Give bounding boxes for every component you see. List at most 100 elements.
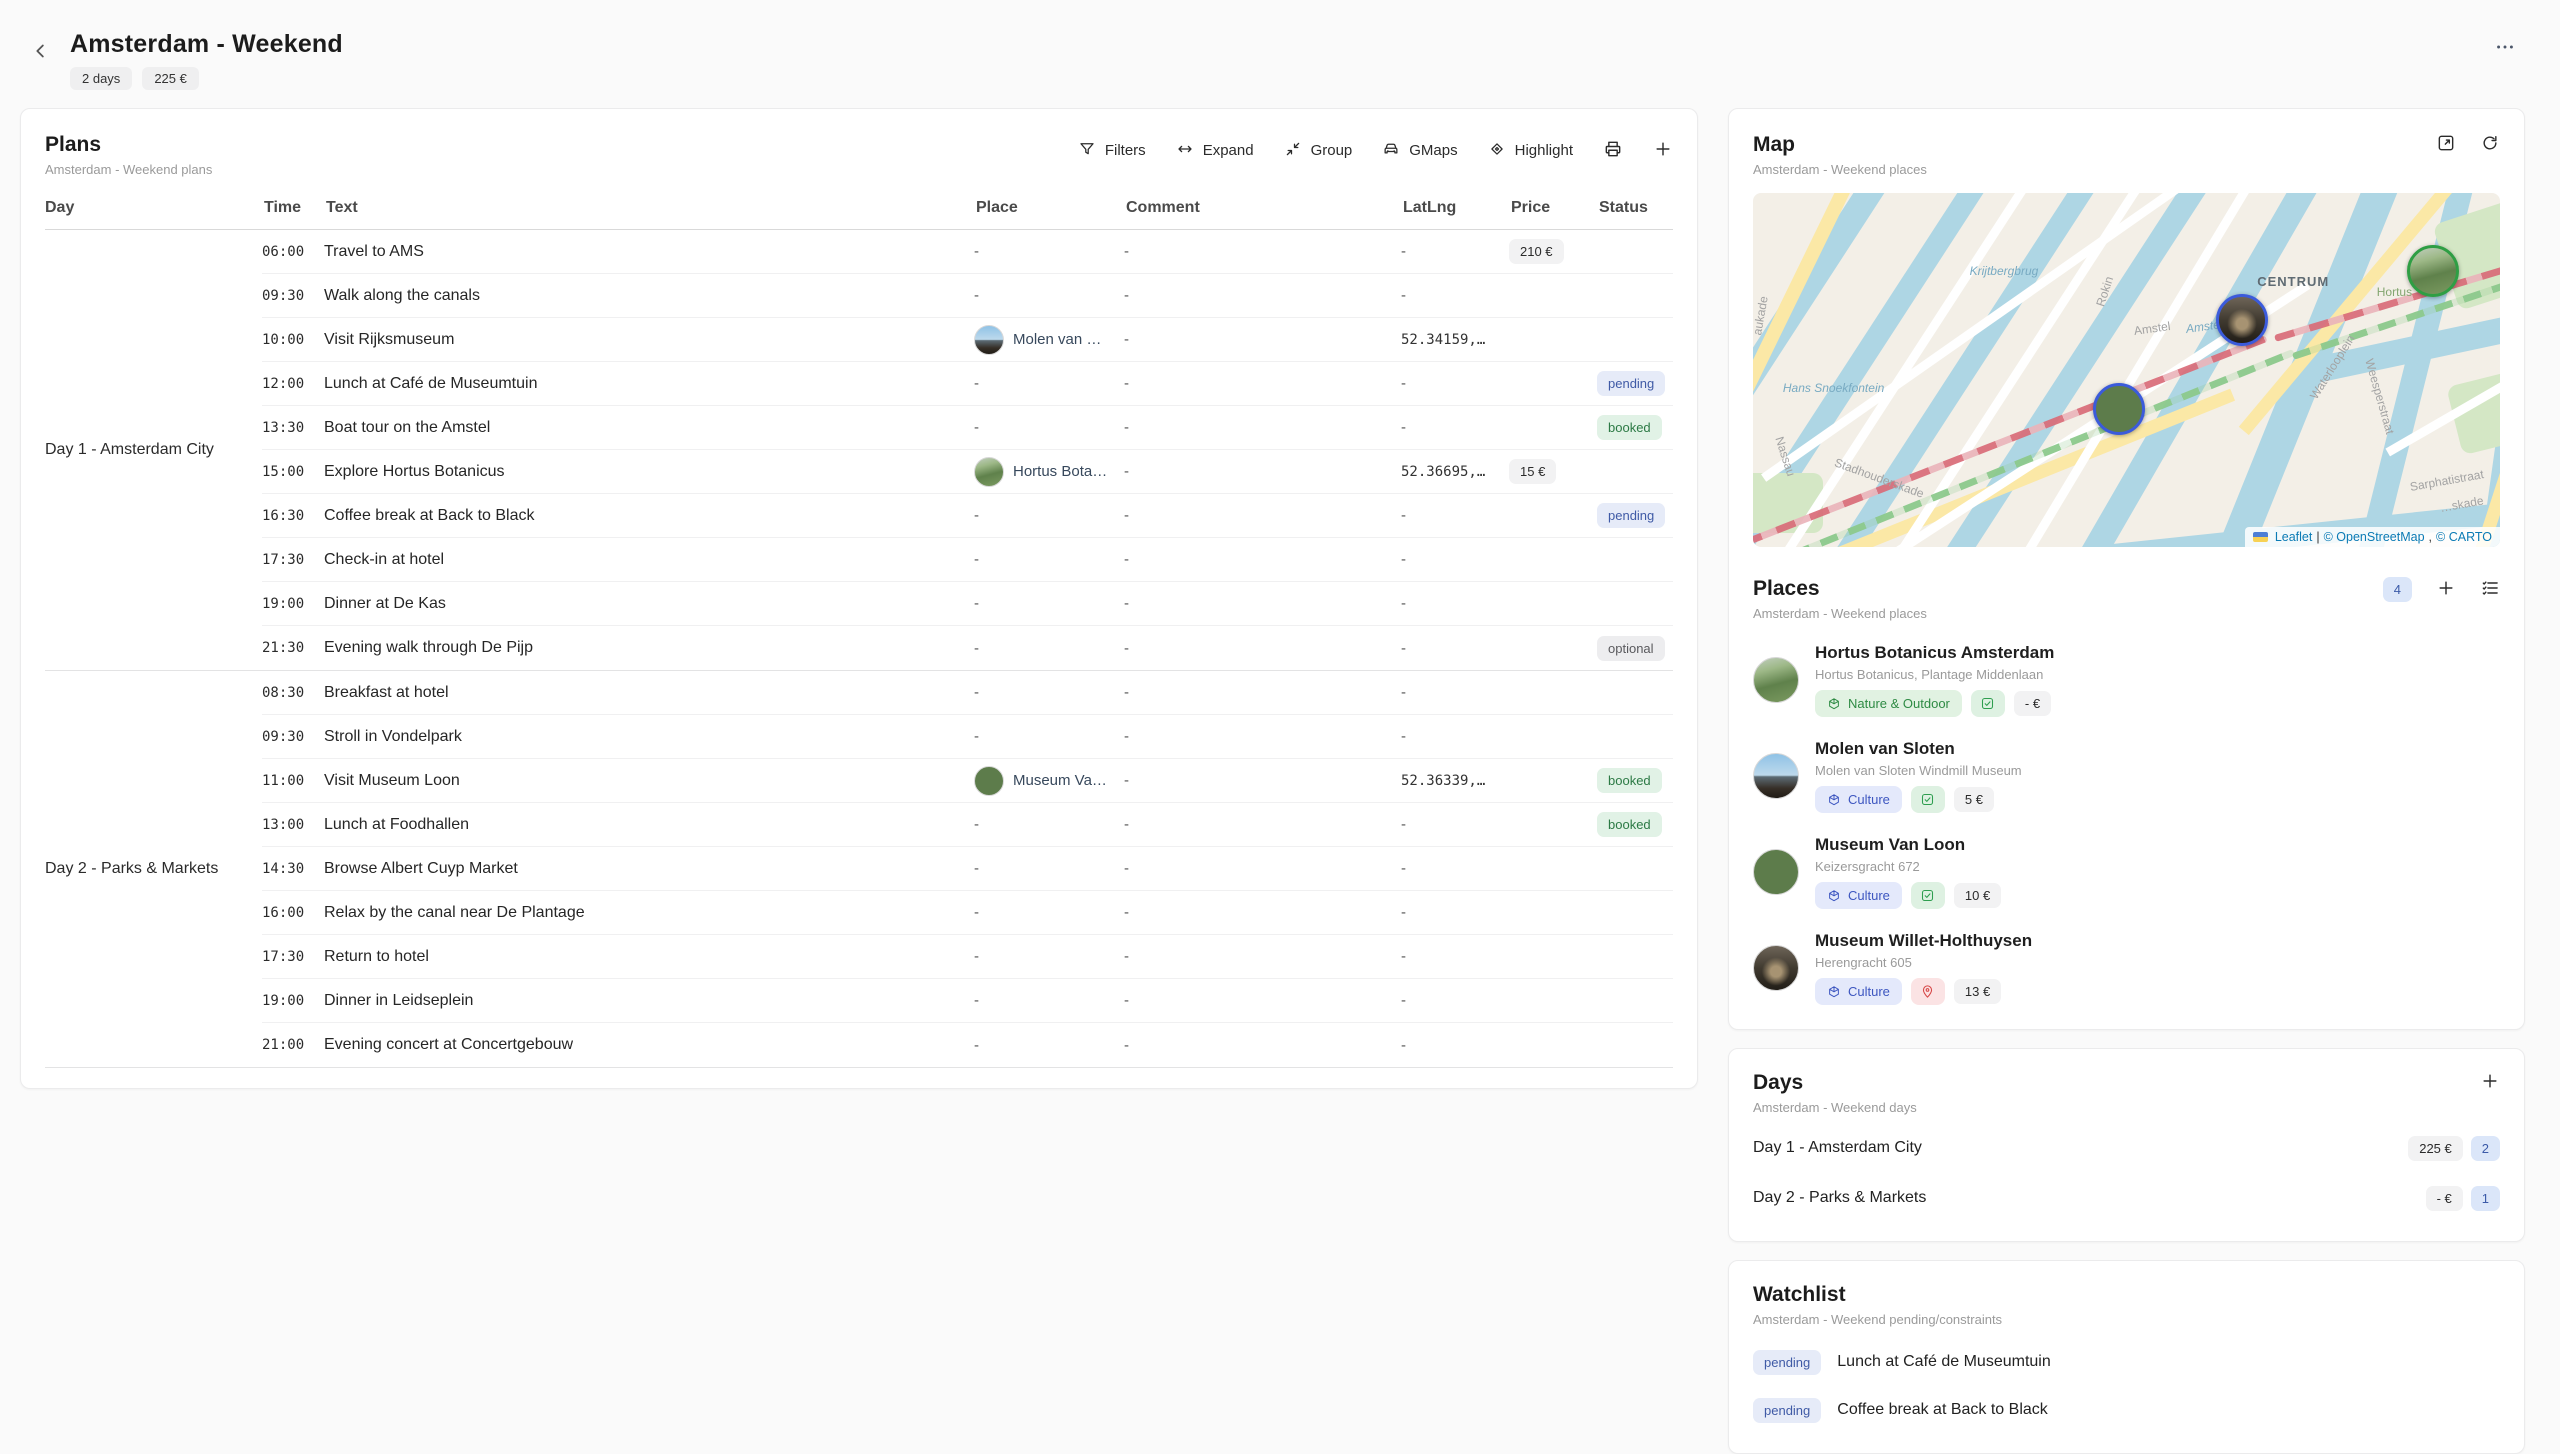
- place-list-item[interactable]: Museum Van Loon Keizersgracht 672 Culture 1…: [1753, 835, 2500, 909]
- plan-time: 16:00: [262, 904, 305, 921]
- status-badge: booked: [1597, 415, 1662, 440]
- plan-time: 21:30: [262, 640, 305, 656]
- place-name: Hortus Botanicus Amsterdam: [1815, 643, 2055, 662]
- plan-row[interactable]: 13:30 Boat tour on the Amstel - - - booked: [262, 406, 1673, 450]
- plan-text: Dinner at De Kas: [324, 594, 446, 612]
- day-list-item[interactable]: Day 2 - Parks & Markets - € 1: [1753, 1177, 2500, 1219]
- plan-row[interactable]: 08:30 Breakfast at hotel - - -: [262, 671, 1673, 715]
- days-subtitle: Amsterdam - Weekend days: [1753, 1100, 1917, 1115]
- plan-status: booked: [1597, 768, 1673, 793]
- map-canvas[interactable]: Krijtbergbrug Rokin Amstel Amstel CENTRUM Wat…: [1753, 193, 2500, 547]
- place-list-item[interactable]: Hortus Botanicus Amsterdam Hortus Botanic…: [1753, 643, 2500, 717]
- watchlist-item[interactable]: pending Coffee break at Back to Black: [1753, 1389, 2500, 1431]
- marker-museum-van-loon[interactable]: [2093, 382, 2146, 435]
- plan-text: Relax by the canal near De Plantage: [324, 903, 585, 921]
- watchlist-text: Coffee break at Back to Black: [1837, 1401, 2048, 1418]
- toolbar-group-button[interactable]: Group: [1284, 140, 1352, 162]
- toolbar-gmaps-button[interactable]: GMaps: [1382, 140, 1458, 162]
- add-icon: [1653, 139, 1673, 162]
- plan-row[interactable]: 19:00 Dinner at De Kas - - -: [262, 582, 1673, 626]
- toolbar-expand-button[interactable]: Expand: [1176, 140, 1254, 162]
- days-title: Days: [1753, 1071, 1804, 1094]
- place-list-item[interactable]: Molen van Sloten Molen van Sloten Windmil…: [1753, 739, 2500, 813]
- plan-row[interactable]: 17:30 Check-in at hotel - - -: [262, 538, 1673, 582]
- toolbar-add-button[interactable]: [1653, 139, 1673, 162]
- day-list-item[interactable]: Day 1 - Amsterdam City 225 € 2: [1753, 1127, 2500, 1169]
- plan-place: -: [974, 639, 979, 657]
- top-header: Amsterdam - Weekend 2 days 225 €: [0, 0, 2560, 108]
- map-fullscreen-button[interactable]: [2436, 133, 2456, 156]
- plan-row[interactable]: 12:00 Lunch at Café de Museumtuin - - - pendi…: [262, 362, 1673, 406]
- toolbar-highlight-button[interactable]: Highlight: [1488, 140, 1573, 162]
- status-badge: booked: [1597, 768, 1662, 793]
- plan-latlng: -: [1401, 1036, 1406, 1054]
- place-body: Molen van Sloten Molen van Sloten Windmil…: [1815, 739, 2022, 813]
- toolbar-print-button[interactable]: [1603, 139, 1623, 162]
- plan-text: Return to hotel: [324, 947, 429, 965]
- column-header-status: Status: [1599, 199, 1648, 216]
- plan-comment: -: [1124, 287, 1129, 304]
- plan-row[interactable]: 21:30 Evening walk through De Pijp - - - opti…: [262, 626, 1673, 670]
- place-address: Herengracht 605: [1815, 955, 1912, 970]
- place-price-badge: - €: [2013, 691, 2052, 716]
- add-place-button[interactable]: [2436, 578, 2456, 601]
- plan-place[interactable]: Museum Va…: [974, 765, 1124, 796]
- map-refresh-button[interactable]: [2480, 133, 2500, 156]
- category-badge: Nature & Outdoor: [1815, 690, 1962, 717]
- carto-link[interactable]: © CARTO: [2436, 530, 2492, 544]
- place-name: Museum Willet-Holthuysen: [1815, 931, 2033, 950]
- plan-row[interactable]: 19:00 Dinner in Leidseplein - - -: [262, 979, 1673, 1023]
- places-list-view-button[interactable]: [2480, 578, 2500, 601]
- checkbox-check-icon: [1920, 888, 1935, 903]
- plan-latlng: -: [1401, 639, 1406, 657]
- plan-row[interactable]: 11:00 Visit Museum Loon Museum Va… - 52.3633…: [262, 759, 1673, 803]
- cube-icon: [1827, 697, 1841, 711]
- plan-place[interactable]: Molen van …: [974, 324, 1124, 355]
- plan-row[interactable]: 17:30 Return to hotel - - -: [262, 935, 1673, 979]
- plan-row[interactable]: 16:00 Relax by the canal near De Plantage…: [262, 891, 1673, 935]
- plan-latlng: -: [1401, 419, 1406, 436]
- watchlist-item[interactable]: pending Lunch at Café de Museumtuin: [1753, 1341, 2500, 1383]
- openstreetmap-link[interactable]: © OpenStreetMap: [2323, 530, 2425, 544]
- plan-day-group: Day 1 - Amsterdam City 06:00 Travel to AMS…: [45, 230, 1673, 671]
- places-subtitle: Amsterdam - Weekend places: [1753, 606, 1927, 621]
- add-day-button[interactable]: [2480, 1071, 2500, 1094]
- location-pin-badge: [1910, 978, 1945, 1005]
- leaflet-link[interactable]: Leaflet: [2274, 530, 2313, 544]
- marker-museum-willet-holthuysen[interactable]: [2216, 294, 2269, 347]
- place-address: Hortus Botanicus, Plantage Middenlaan: [1815, 667, 2044, 682]
- plan-place: -: [974, 551, 979, 568]
- plan-row[interactable]: 10:00 Visit Rijksmuseum Molen van … - 52.341…: [262, 318, 1673, 362]
- plan-row[interactable]: 14:30 Browse Albert Cuyp Market - - -: [262, 847, 1673, 891]
- plan-latlng: -: [1401, 948, 1406, 965]
- days-panel: Days Amsterdam - Weekend days Day 1 - Am…: [1728, 1048, 2525, 1242]
- plan-text: Boat tour on the Amstel: [324, 418, 491, 436]
- plan-comment: -: [1124, 639, 1129, 657]
- plus-icon: [2436, 578, 2456, 601]
- place-list-item[interactable]: Museum Willet-Holthuysen Herengracht 605 C…: [1753, 931, 2500, 1005]
- marker-hortus-botanicus[interactable]: [2406, 244, 2459, 297]
- plan-row[interactable]: 09:30 Stroll in Vondelpark - - -: [262, 715, 1673, 759]
- place-address: Molen van Sloten Windmill Museum: [1815, 763, 2022, 778]
- plan-row[interactable]: 09:30 Walk along the canals - - -: [262, 274, 1673, 318]
- day-price-badge: 225 €: [2408, 1135, 2463, 1161]
- plan-row[interactable]: 15:00 Explore Hortus Botanicus Hortus Bota…: [262, 450, 1673, 494]
- plan-row[interactable]: 06:00 Travel to AMS - - - 210 €: [262, 230, 1673, 274]
- plan-row[interactable]: 13:00 Lunch at Foodhallen - - - booked: [262, 803, 1673, 847]
- place-avatar: [974, 324, 1004, 355]
- plan-comment: -: [1124, 595, 1129, 612]
- plan-row[interactable]: 21:00 Evening concert at Concertgebouw - - -: [262, 1023, 1673, 1067]
- plan-place: -: [974, 904, 979, 921]
- plan-place: -: [974, 375, 979, 392]
- checkbox-check-icon: [1920, 792, 1935, 807]
- toolbar-filters-button[interactable]: Filters: [1078, 140, 1146, 162]
- back-button[interactable]: [26, 36, 56, 69]
- places-title: Places: [1753, 577, 1820, 600]
- plan-text: Lunch at Foodhallen: [324, 815, 469, 833]
- plan-latlng: -: [1401, 287, 1406, 304]
- plan-place: -: [974, 684, 979, 701]
- more-menu-button[interactable]: [2488, 30, 2522, 67]
- plan-row[interactable]: 16:30 Coffee break at Back to Black - - - pen…: [262, 494, 1673, 538]
- plan-place[interactable]: Hortus Bota…: [974, 456, 1124, 487]
- plans-subtitle: Amsterdam - Weekend plans: [45, 162, 213, 177]
